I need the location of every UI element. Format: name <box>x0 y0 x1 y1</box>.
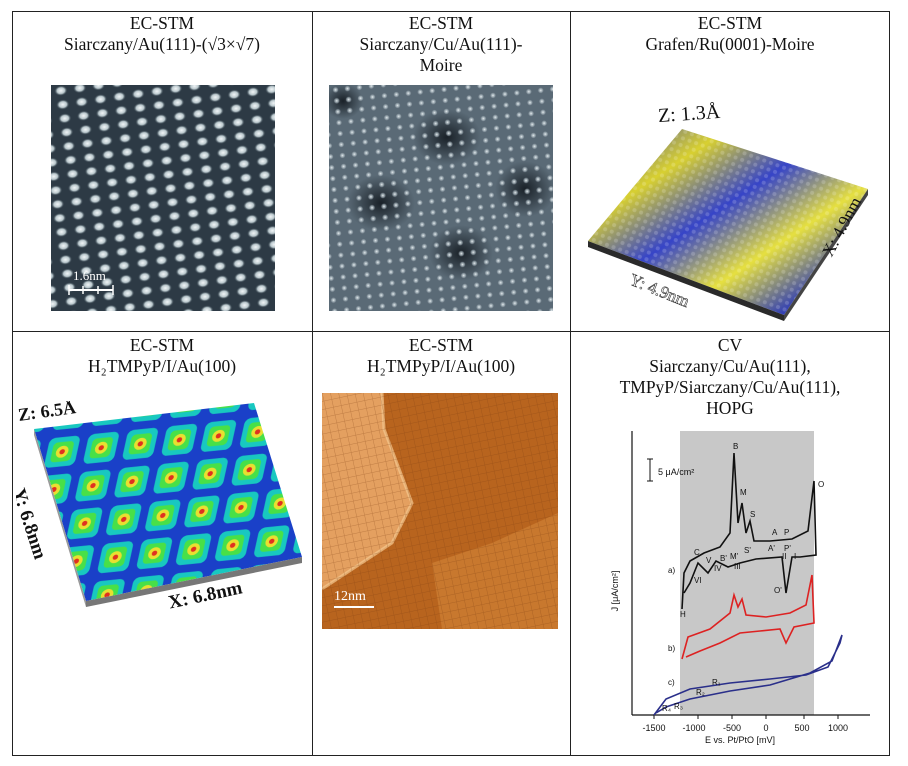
cell-graphene-ru: EC-STM Grafen/Ru(0001)-Moire <box>570 11 890 331</box>
table-col-divider-1 <box>312 11 313 756</box>
caption-method: CV <box>717 335 743 355</box>
potential-window-band <box>680 431 814 715</box>
scale-bar-label: 12nm <box>334 589 366 604</box>
peak-label: I <box>794 552 796 561</box>
peak-label: R₁ <box>712 678 721 687</box>
peak-label: A' <box>768 544 775 553</box>
table-row-divider <box>12 331 890 332</box>
table-border-bottom <box>12 755 890 756</box>
x-axis-label: E vs. Pt/PtO [mV] <box>705 735 775 745</box>
table-border-left <box>12 11 13 756</box>
stm-3d-graphene-moire: Z: 1.3Å X: 4.9nm Y: 4.9nm <box>578 89 878 325</box>
peak-label: S' <box>744 546 751 555</box>
caption-system-3: HOPG <box>706 398 754 418</box>
cv-plot: -1500 -1000 -500 0 500 1000 E vs. Pt/PtO… <box>610 431 870 745</box>
peak-label: P <box>784 528 789 537</box>
peak-label: A <box>772 528 778 537</box>
peak-label: III <box>734 562 741 571</box>
peak-label: II <box>782 552 786 561</box>
cv-curve-b <box>681 574 815 660</box>
caption-system: H₂TMPyP/I/Au(100) <box>87 356 237 376</box>
figure-table: EC-STM Siarczany/Au(111)-(√3×√7) <box>12 11 890 756</box>
caption-system: H₂TMPyP/I/Au(100) <box>366 356 516 376</box>
peak-label: R₄ <box>662 704 671 713</box>
caption-method: EC-STM <box>129 13 195 33</box>
caption-system-cont: Moire <box>419 55 463 75</box>
peak-label: B <box>733 442 738 451</box>
scale-bar-label: 1.6nm <box>73 268 106 283</box>
curve-label-a: a) <box>668 566 675 575</box>
peak-label: R₂ <box>696 688 705 697</box>
scale-label: 5 μA/cm² <box>658 467 694 477</box>
peak-label: IV <box>714 564 722 573</box>
table-col-divider-2 <box>570 11 571 756</box>
caption-system: Siarczany/Au(111)-(√3×√7) <box>64 34 260 54</box>
x-tick: 500 <box>794 723 809 733</box>
stm-image-tmpyp-step: 12nm <box>322 393 558 629</box>
y-axis-label: J [μA/cm²] <box>610 571 620 612</box>
cell-sulfate-cu-au111: EC-STM Siarczany/Cu/Au(111)- Moire <box>312 11 570 331</box>
peak-label: P' <box>784 544 791 553</box>
cell-caption: EC-STM Grafen/Ru(0001)-Moire <box>570 13 890 55</box>
x-tick: 0 <box>763 723 768 733</box>
cell-sulfate-au111: EC-STM Siarczany/Au(111)-(√3×√7) <box>12 11 312 331</box>
z-axis-label: Z: 1.3Å <box>657 100 721 128</box>
x-tick: -1000 <box>682 723 705 733</box>
stm-image-sulfate-cu-moire <box>329 85 553 311</box>
cell-tmpyp-3d: EC-STM H₂TMPyP/I/Au(100) Z: 6.5Å <box>12 331 312 756</box>
table-border-top <box>12 11 890 12</box>
cell-caption: EC-STM Siarczany/Au(111)-(√3×√7) <box>12 13 312 55</box>
cv-curve-c <box>653 634 843 716</box>
peak-label: V <box>706 556 712 565</box>
curve-label-b: b) <box>668 644 675 653</box>
peak-label: B' <box>720 554 727 563</box>
peak-label: M' <box>730 552 739 561</box>
peak-label: R₃ <box>674 702 683 711</box>
peak-label: VI <box>694 576 702 585</box>
caption-method: EC-STM <box>408 335 474 355</box>
caption-system-2: TMPyP/Siarczany/Cu/Au(111), <box>619 377 841 397</box>
caption-system: Siarczany/Cu/Au(111)- <box>359 34 523 54</box>
peak-label: C <box>694 548 700 557</box>
caption-system: Grafen/Ru(0001)-Moire <box>645 34 815 54</box>
stm-3d-tmpyp-porphyrin: Z: 6.5Å Y: 6.8nm X: 6.8nm <box>16 401 310 626</box>
x-tick: -500 <box>723 723 741 733</box>
cell-caption: EC-STM H₂TMPyP/I/Au(100) <box>312 335 570 377</box>
caption-method: EC-STM <box>408 13 474 33</box>
table-border-right <box>889 11 890 756</box>
peak-label: H <box>680 610 686 619</box>
peak-label: S <box>750 510 755 519</box>
caption-system: Siarczany/Cu/Au(111), <box>649 356 811 376</box>
peak-label: M <box>740 488 747 497</box>
cv-curve-a <box>681 452 817 610</box>
stm-image-sulfate-au111: 1.6nm <box>51 85 275 311</box>
peak-label: O <box>818 480 824 489</box>
cell-caption: CV Siarczany/Cu/Au(111), TMPyP/Siarczany… <box>570 335 890 419</box>
cell-tmpyp-2d: EC-STM H₂TMPyP/I/Au(100) 12nm <box>312 331 570 756</box>
x-tick: 1000 <box>828 723 848 733</box>
caption-method: EC-STM <box>129 335 195 355</box>
x-tick: -1500 <box>642 723 665 733</box>
cell-cv: CV Siarczany/Cu/Au(111), TMPyP/Siarczany… <box>570 331 890 756</box>
caption-method: EC-STM <box>697 13 763 33</box>
curve-label-c: c) <box>668 678 675 687</box>
peak-label: O' <box>774 586 782 595</box>
cell-caption: EC-STM H₂TMPyP/I/Au(100) <box>12 335 312 377</box>
cell-caption: EC-STM Siarczany/Cu/Au(111)- Moire <box>312 13 570 76</box>
